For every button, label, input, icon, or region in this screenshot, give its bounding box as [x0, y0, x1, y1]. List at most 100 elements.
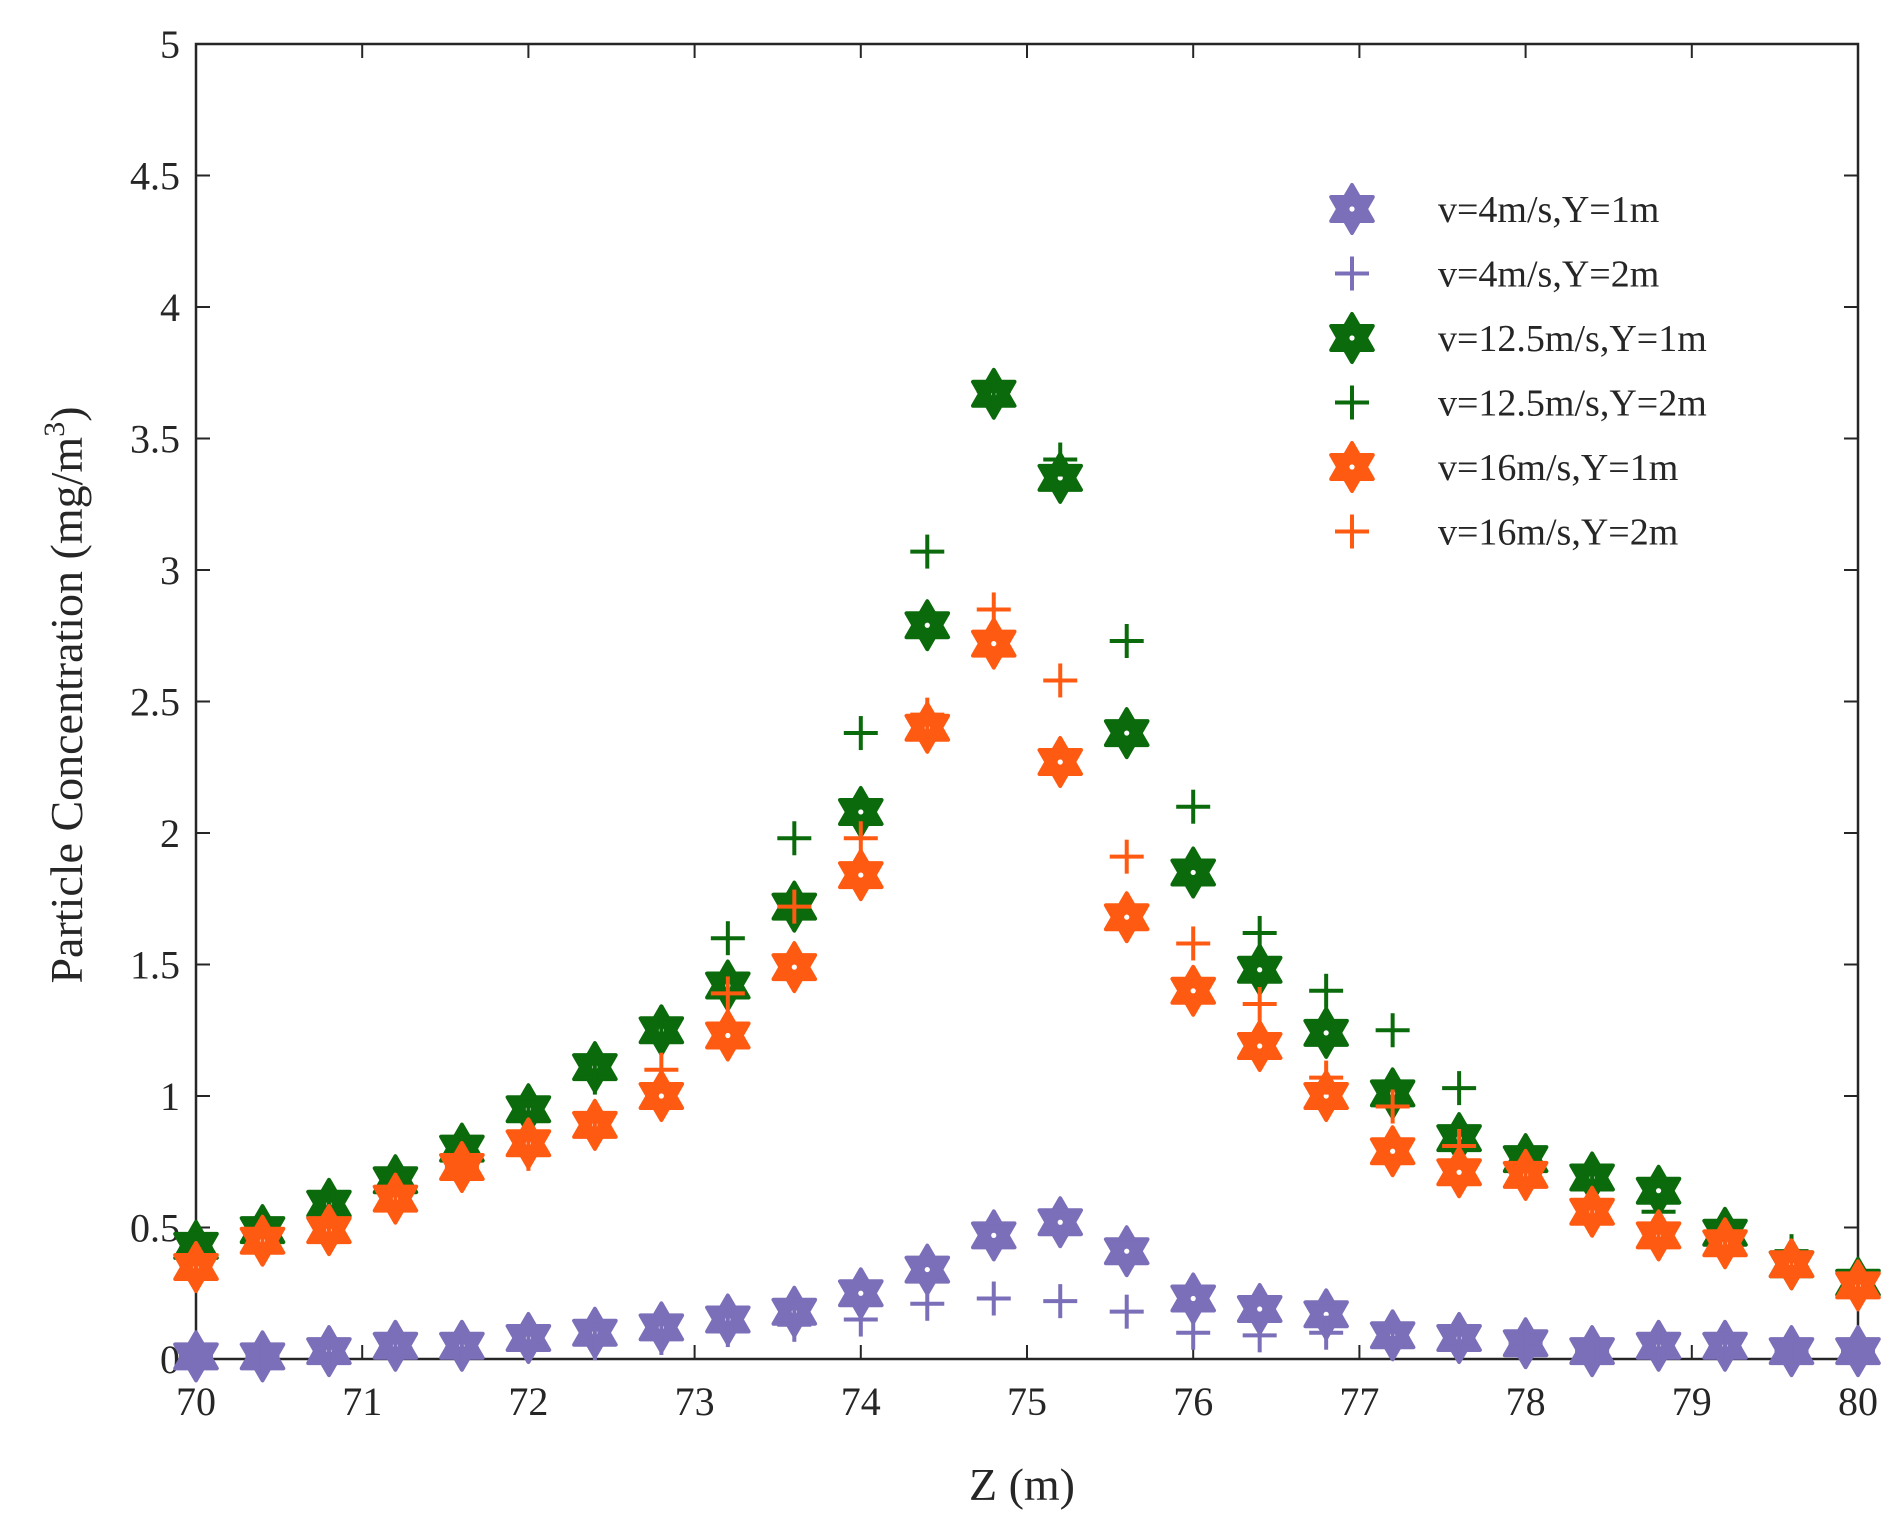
- data-point-plus: [1109, 624, 1144, 659]
- series-5: [173, 617, 1881, 1312]
- series-6: [179, 592, 1875, 1300]
- data-point-hexagram: [904, 599, 951, 652]
- data-point-plus: [311, 1336, 346, 1371]
- legend-label: v=16m/s,Y=1m: [1438, 447, 1678, 489]
- legend-item: v=16m/s,Y=1m: [1329, 441, 1678, 493]
- data-point-plus: [1774, 1249, 1809, 1284]
- data-point-hexagram: [1103, 1225, 1150, 1278]
- data-point-plus: [777, 821, 812, 856]
- legend-marker-hexagram: [1329, 183, 1375, 235]
- y-tick-label: 0.5: [130, 1206, 180, 1251]
- y-axis-label-superscript: 3: [38, 422, 71, 437]
- x-tick-label: 80: [1838, 1379, 1878, 1424]
- y-tick-label: 4: [160, 285, 180, 330]
- data-point-plus: [511, 1136, 546, 1171]
- data-point-plus: [1442, 1326, 1477, 1361]
- series-3: [173, 367, 1881, 1309]
- data-point-hexagram: [771, 941, 818, 994]
- data-point-hexagram: [705, 1009, 751, 1062]
- x-tick-label: 75: [1007, 1379, 1047, 1424]
- legend-marker-plus: [1335, 256, 1369, 291]
- data-point-plus: [1575, 1189, 1610, 1224]
- data-point-plus: [1176, 926, 1211, 961]
- y-axis-label-close: ): [41, 406, 92, 421]
- data-point-plus: [1309, 973, 1344, 1008]
- data-point-hexagram: [1103, 707, 1150, 760]
- legend-marker-plus: [1335, 385, 1369, 420]
- data-point-hexagram: [1303, 1006, 1349, 1059]
- data-point-plus: [1043, 442, 1078, 477]
- legend-marker-hexagram: [1329, 441, 1375, 493]
- data-point-plus: [311, 1205, 346, 1240]
- x-tick-label: 77: [1339, 1379, 1379, 1424]
- data-point-plus: [644, 1005, 679, 1040]
- data-point-plus: [1043, 1284, 1078, 1319]
- legend-item: v=12.5m/s,Y=1m: [1329, 312, 1707, 364]
- data-point-hexagram: [1369, 1125, 1416, 1178]
- legend-label: v=4m/s,Y=2m: [1438, 254, 1659, 296]
- legend-label: v=12.5m/s,Y=2m: [1438, 383, 1707, 425]
- legend-label: v=12.5m/s,Y=1m: [1438, 318, 1707, 360]
- data-point-plus: [1841, 1334, 1875, 1369]
- data-point-plus: [910, 1286, 945, 1321]
- legend-item: v=16m/s,Y=2m: [1335, 512, 1678, 554]
- x-tick-label: 79: [1672, 1379, 1712, 1424]
- data-point-plus: [910, 697, 945, 732]
- data-point-plus: [1508, 1163, 1543, 1198]
- x-tick-label: 73: [675, 1379, 715, 1424]
- data-point-plus: [1242, 986, 1277, 1021]
- data-point-hexagram: [1236, 943, 1283, 996]
- legend-marker-plus: [1335, 514, 1369, 549]
- data-point-plus: [378, 1331, 413, 1366]
- legend-item: v=4m/s,Y=2m: [1335, 254, 1659, 296]
- data-point-plus: [1442, 1128, 1477, 1163]
- data-points-layer: [173, 367, 1881, 1383]
- data-point-plus: [1375, 1089, 1410, 1124]
- data-point-plus: [1309, 1060, 1344, 1095]
- data-point-plus: [1109, 1294, 1144, 1329]
- data-point-plus: [1575, 1334, 1610, 1369]
- data-point-hexagram: [904, 1243, 951, 1296]
- x-tick-label: 78: [1506, 1379, 1546, 1424]
- data-point-plus: [378, 1173, 413, 1208]
- data-point-hexagram: [971, 1209, 1017, 1262]
- x-tick-label: 71: [342, 1379, 382, 1424]
- data-point-plus: [710, 1313, 745, 1348]
- data-point-plus: [1309, 1315, 1344, 1350]
- y-axis-label-main: Particle Concentration (mg/m: [41, 437, 92, 984]
- data-point-plus: [710, 976, 745, 1011]
- data-point-plus: [511, 1328, 546, 1363]
- data-point-plus: [1375, 1320, 1410, 1355]
- data-point-hexagram: [1103, 891, 1150, 944]
- data-point-plus: [1109, 839, 1144, 874]
- x-tick-label: 74: [841, 1379, 881, 1424]
- data-point-plus: [976, 374, 1011, 409]
- data-point-plus: [577, 1100, 612, 1135]
- x-axis-label: Z (m): [969, 1459, 1075, 1510]
- data-point-hexagram: [1037, 1196, 1083, 1249]
- data-point-plus: [1242, 915, 1277, 950]
- x-tick-label: 76: [1173, 1379, 1213, 1424]
- ticks-layer: 70 71 72 73 74 75 76 77 78 79 80 0 0.5 1 1.5 2 2.5 3 3.5 4 4…: [130, 22, 1878, 1424]
- data-point-hexagram: [838, 849, 884, 902]
- y-tick-label: 1: [160, 1074, 180, 1119]
- y-tick-label: 2.5: [130, 680, 180, 725]
- data-point-plus: [577, 1060, 612, 1095]
- data-point-plus: [1508, 1326, 1543, 1361]
- data-point-plus: [843, 1302, 878, 1337]
- x-tick-label: 70: [176, 1379, 216, 1424]
- legend: v=4m/s,Y=1m v=4m/s,Y=2m v=12.5m/s,Y=1m v=12…: [1329, 183, 1707, 554]
- y-tick-label: 3: [160, 548, 180, 593]
- data-point-plus: [976, 592, 1011, 627]
- data-point-plus: [1176, 789, 1211, 824]
- data-point-plus: [1375, 1013, 1410, 1048]
- data-point-hexagram: [1170, 964, 1216, 1017]
- data-point-hexagram: [1037, 736, 1083, 788]
- data-point-plus: [843, 716, 878, 751]
- data-point-plus: [644, 1052, 679, 1087]
- data-point-plus: [976, 1281, 1011, 1316]
- data-point-hexagram: [1170, 846, 1216, 899]
- data-point-plus: [1176, 1315, 1211, 1350]
- data-point-plus: [777, 889, 812, 924]
